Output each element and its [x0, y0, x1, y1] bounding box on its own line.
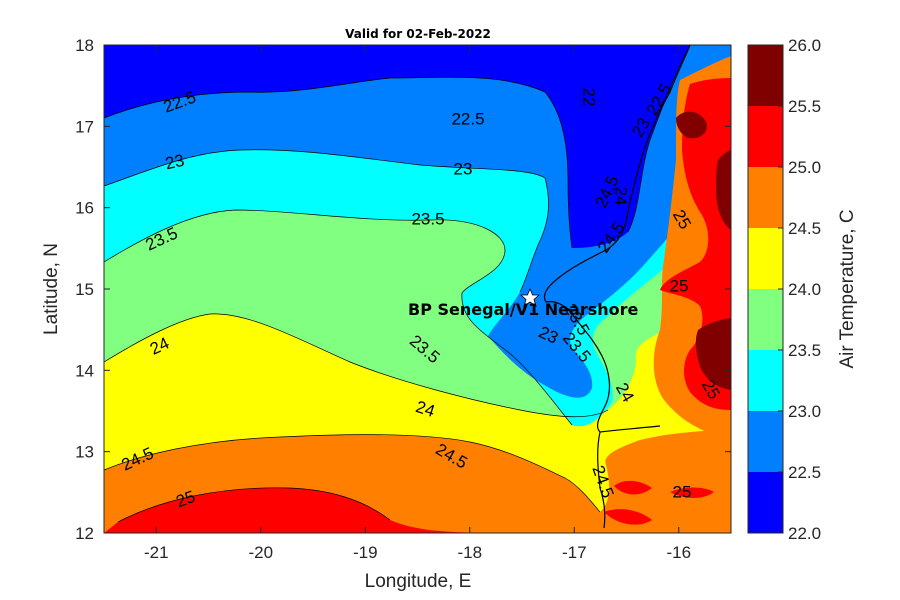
contour-label: 23.5 [411, 209, 444, 228]
band-25.0-southeast [670, 487, 714, 498]
colorbar-tick-label: 25.0 [788, 158, 821, 177]
contour-label: 24 [612, 187, 631, 206]
contour-label: 22.5 [451, 109, 484, 128]
contour-line-24.5 [104, 434, 601, 513]
colorbar-tick-label: 26.0 [788, 36, 821, 55]
colorbar-swatch [748, 167, 783, 228]
contour-line-23 [104, 149, 549, 293]
coastline [543, 45, 691, 529]
y-tick-label: 18 [75, 36, 94, 55]
colorbar-swatch [748, 472, 783, 533]
contour-line-25 [117, 487, 391, 523]
x-tick-label: -20 [248, 543, 273, 562]
x-tick-label: -16 [666, 543, 691, 562]
colorbar-swatch [748, 106, 783, 167]
colorbar-tick-label: 24.0 [788, 280, 821, 299]
contour-label: 25 [670, 276, 689, 295]
band-25.0-southwest [104, 487, 520, 533]
band-25.0-south-coast [604, 509, 652, 525]
site-label: BP Senegal/V1 Nearshore [408, 300, 639, 319]
colorbar-tick-label: 24.5 [788, 219, 821, 238]
x-axis-ticks: -21 -20 -19 -18 -17 -16 [144, 45, 691, 562]
contour-label: 23 [454, 159, 473, 178]
band-25.0-gambia [614, 480, 652, 495]
y-tick-label: 14 [75, 361, 94, 380]
colorbar-swatch [748, 411, 783, 472]
x-tick-label: -21 [144, 543, 169, 562]
colorbar-tick-label: 23.0 [788, 402, 821, 421]
x-axis-label: Longitude, E [365, 571, 472, 592]
colorbar-tick-label: 22.0 [788, 524, 821, 543]
map-title: Valid for 02-Feb-2022 [345, 27, 491, 41]
colorbar-tick-label: 23.5 [788, 341, 821, 360]
colorbar-label: Air Temperature, C [837, 209, 858, 368]
colorbar [747, 44, 784, 534]
colorbar-tick-label: 25.5 [788, 97, 821, 116]
x-tick-label: -18 [457, 543, 482, 562]
y-axis-ticks: 12 13 14 15 16 17 18 [75, 36, 731, 543]
contour-label: 25 [673, 482, 692, 501]
band-25.5-east [695, 318, 731, 390]
y-tick-label: 17 [75, 117, 94, 136]
x-tick-label: -19 [353, 543, 378, 562]
colorbar-tick-label: 22.5 [788, 463, 821, 482]
colorbar-swatch [748, 350, 783, 411]
colorbar-swatch [748, 228, 783, 289]
contour-line-22 [627, 45, 691, 233]
y-tick-label: 15 [75, 280, 94, 299]
contour-line-22.5 [104, 76, 573, 249]
contour-label: 23 [164, 151, 186, 174]
colorbar-ticks: 22.0 22.5 23.0 23.5 24.0 24.5 25.0 25.5 26.0 [778, 36, 821, 543]
contour-line-23.5 [104, 209, 573, 426]
star-icon [519, 287, 541, 307]
y-tick-label: 12 [75, 524, 94, 543]
temperature-contour-field [104, 45, 731, 533]
contour-label: 24 [413, 397, 437, 421]
contour-line-24 [104, 313, 609, 418]
contour-label: 22 [580, 88, 599, 107]
band-22.0 [104, 45, 690, 248]
site-marker: BP Senegal/V1 Nearshore [408, 287, 639, 319]
y-tick-label: 13 [75, 443, 94, 462]
colorbar-swatch [748, 45, 783, 106]
x-tick-label: -17 [562, 543, 587, 562]
band-25.5-ridge [716, 150, 731, 230]
y-axis-label: Latitude, N [41, 243, 62, 335]
colorbar-swatch [748, 289, 783, 350]
band-25.5-north [676, 111, 707, 139]
y-tick-label: 16 [75, 199, 94, 218]
